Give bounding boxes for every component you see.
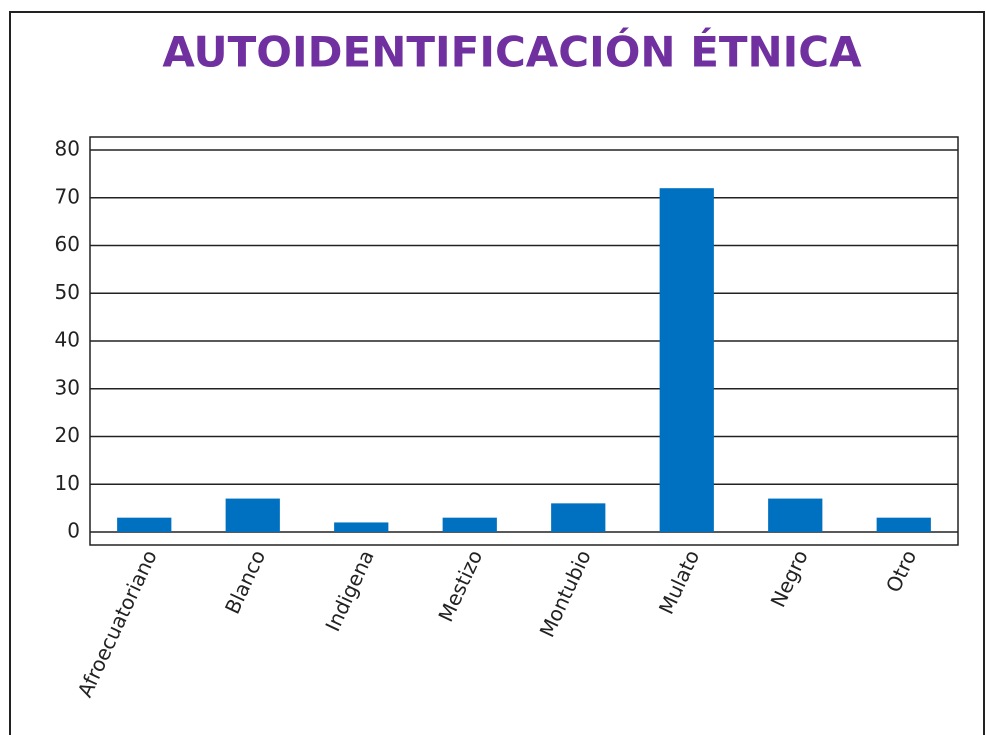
y-tick-label: 30: [55, 375, 80, 399]
bar: [117, 517, 172, 532]
y-tick-label: 70: [55, 184, 80, 208]
y-tick-label: 60: [55, 232, 80, 256]
x-tick-label: Otro: [881, 546, 921, 596]
x-tick-label: Negro: [766, 546, 813, 611]
x-tick-label: Indigena: [320, 546, 378, 635]
bar: [225, 498, 280, 532]
y-tick-label: 10: [55, 471, 80, 495]
bar: [659, 188, 714, 532]
x-tick-label: Afroecuatoriano: [73, 546, 162, 701]
x-tick-label: Blanco: [220, 546, 270, 617]
bar: [876, 517, 931, 532]
bar: [768, 498, 823, 532]
bar: [334, 522, 389, 532]
y-tick-label: 80: [55, 137, 80, 161]
x-tick-label: Mestizo: [433, 546, 487, 625]
bar: [551, 503, 606, 532]
y-tick-label: 20: [55, 423, 80, 447]
y-tick-label: 0: [67, 519, 80, 543]
frame: [9, 11, 985, 735]
x-tick-label: Montubio: [535, 546, 596, 641]
bar: [442, 517, 497, 532]
y-tick-label: 50: [55, 280, 80, 304]
y-tick-label: 40: [55, 328, 80, 352]
x-tick-label: Mulato: [654, 546, 704, 618]
chart-title: AUTOIDENTIFICACIÓN ÉTNICA: [162, 27, 862, 77]
